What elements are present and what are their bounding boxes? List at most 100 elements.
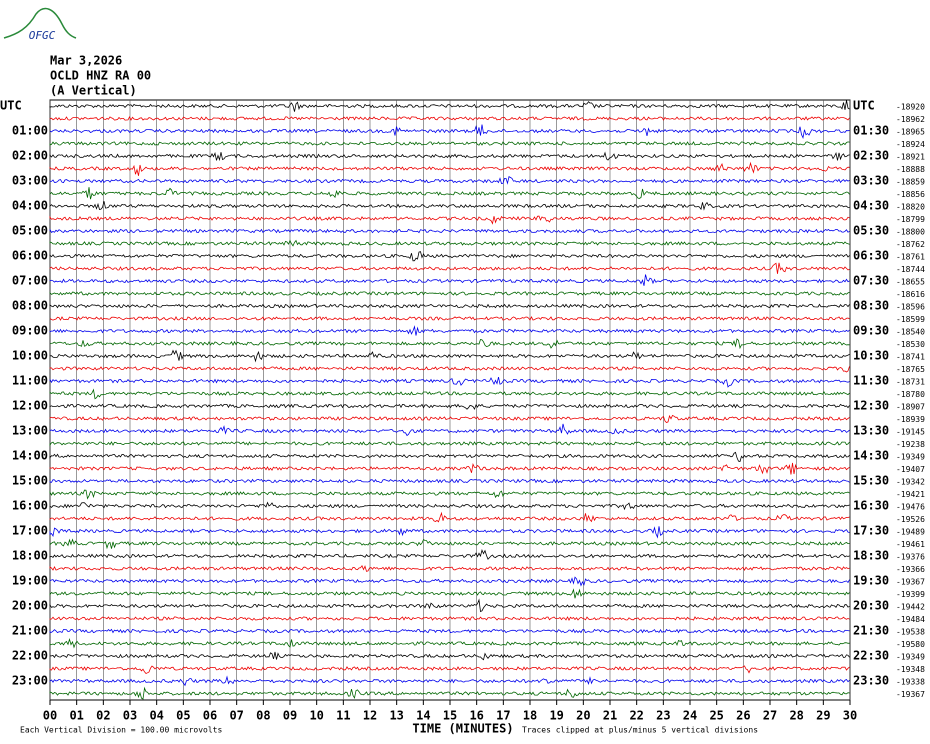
trace-offset: -19399 (896, 590, 925, 599)
left-label: 19:00 (12, 574, 48, 588)
right-label: UTC (853, 99, 875, 113)
x-tick-label: 27 (763, 709, 777, 723)
left-label: 12:00 (12, 399, 48, 413)
x-tick-label: 16 (469, 709, 483, 723)
trace-offset: -18596 (896, 303, 925, 312)
left-label: 09:00 (12, 324, 48, 338)
trace-offset: -18962 (896, 115, 925, 124)
trace-offset: -19526 (896, 515, 925, 524)
trace (49, 124, 850, 139)
trace-offset: -18920 (896, 103, 925, 112)
trace (49, 441, 850, 447)
x-tick-label: 25 (709, 709, 723, 723)
x-tick-label: 21 (603, 709, 617, 723)
trace (49, 338, 850, 350)
component: (A Vertical) (50, 84, 137, 98)
left-label: 20:00 (12, 599, 48, 613)
trace-offset: -19407 (896, 465, 925, 474)
right-label: 14:30 (853, 449, 889, 463)
right-label: 10:30 (853, 349, 889, 363)
trace-offset: -19342 (896, 478, 925, 487)
right-label: 01:30 (853, 124, 889, 138)
trace (49, 115, 850, 121)
trace (49, 315, 850, 321)
trace-offset: -18761 (896, 253, 925, 262)
trace (49, 538, 850, 550)
right-label: 22:30 (853, 649, 889, 663)
x-tick-label: 29 (816, 709, 830, 723)
right-label: 11:30 (853, 374, 889, 388)
trace-offset: -19580 (896, 640, 925, 649)
trace-offset: -18965 (896, 128, 925, 137)
trace (49, 251, 850, 262)
trace-offset: -19442 (896, 603, 925, 612)
trace-offset: -18599 (896, 315, 925, 324)
trace-offset: -19489 (896, 528, 925, 537)
trace-offset: -19367 (896, 690, 925, 699)
trace (49, 175, 850, 185)
clip-note: Traces clipped at plus/minus 5 vertical … (522, 726, 758, 735)
trace (49, 228, 850, 234)
trace-offset: -18924 (896, 140, 925, 149)
trace (49, 675, 850, 687)
left-label: 04:00 (12, 199, 48, 213)
left-label: 21:00 (12, 624, 48, 638)
station: OCLD HNZ RA 00 (50, 69, 151, 83)
trace (49, 239, 850, 247)
trace-offset: -19366 (896, 565, 925, 574)
trace (49, 291, 850, 296)
right-label: 17:30 (853, 524, 889, 538)
trace-offset: -19538 (896, 628, 925, 637)
trace (49, 665, 850, 674)
trace (49, 526, 850, 539)
right-label: 02:30 (853, 149, 889, 163)
right-label: 19:30 (853, 574, 889, 588)
trace-offset: -18762 (896, 240, 925, 249)
right-label: 12:30 (853, 399, 889, 413)
trace-offset: -18907 (896, 403, 925, 412)
trace (49, 628, 850, 634)
x-tick-label: 15 (443, 709, 457, 723)
left-label: 08:00 (12, 299, 48, 313)
x-tick-label: 13 (389, 709, 403, 723)
trace (49, 565, 850, 572)
x-tick-label: 22 (629, 709, 643, 723)
trace (49, 388, 850, 400)
left-label: UTC (0, 99, 22, 113)
trace (49, 187, 850, 200)
trace-offset: -18780 (896, 390, 925, 399)
right-label: 08:30 (853, 299, 889, 313)
trace (49, 100, 850, 112)
trace-offset: -18765 (896, 365, 925, 374)
x-tick-label: 20 (576, 709, 590, 723)
x-tick-label: 09 (283, 709, 297, 723)
left-label: 17:00 (12, 524, 48, 538)
trace (49, 637, 850, 649)
left-label: 05:00 (12, 224, 48, 238)
x-tick-label: 01 (69, 709, 83, 723)
right-label: 09:30 (853, 324, 889, 338)
x-tick-label: 17 (496, 709, 510, 723)
left-label: 14:00 (12, 449, 48, 463)
x-axis-label: TIME (MINUTES) (412, 722, 513, 736)
trace-offset: -19461 (896, 540, 925, 549)
trace-offset: -18856 (896, 190, 925, 199)
trace (49, 598, 850, 613)
trace (49, 403, 850, 411)
trace (49, 588, 850, 599)
trace-offset: -18616 (896, 290, 925, 299)
trace-offset: -18800 (896, 228, 925, 237)
trace-offset: -19238 (896, 440, 925, 449)
trace-offset: -19421 (896, 490, 925, 499)
trace (49, 414, 850, 423)
right-label: 16:30 (853, 499, 889, 513)
trace (49, 548, 850, 560)
trace-offset: -18820 (896, 203, 925, 212)
x-tick-label: 19 (549, 709, 563, 723)
trace-offset: -19476 (896, 503, 925, 512)
right-label: 07:30 (853, 274, 889, 288)
left-label: 15:00 (12, 474, 48, 488)
left-label: 16:00 (12, 499, 48, 513)
trace (49, 686, 850, 700)
